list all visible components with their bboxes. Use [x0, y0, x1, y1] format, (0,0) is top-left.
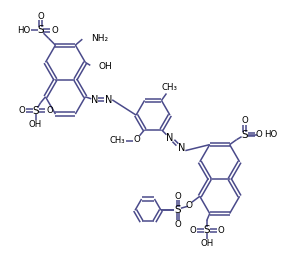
Text: O: O: [133, 135, 140, 144]
Text: S: S: [203, 225, 210, 236]
Text: HO: HO: [264, 130, 278, 139]
Text: S: S: [241, 130, 248, 140]
Text: S: S: [37, 25, 44, 35]
Text: HO: HO: [17, 26, 30, 35]
Text: O: O: [174, 192, 181, 201]
Text: S: S: [175, 205, 181, 215]
Text: N: N: [91, 95, 98, 105]
Text: O: O: [255, 130, 262, 139]
Text: N: N: [178, 143, 185, 153]
Text: O: O: [37, 12, 44, 21]
Text: NH₂: NH₂: [91, 34, 108, 43]
Text: N: N: [105, 95, 112, 105]
Text: N: N: [166, 133, 173, 143]
Text: O: O: [18, 106, 25, 115]
Text: S: S: [32, 106, 39, 116]
Text: O: O: [241, 116, 248, 125]
Text: O: O: [51, 26, 58, 35]
Text: O: O: [217, 226, 224, 235]
Text: CH₃: CH₃: [110, 136, 125, 145]
Text: OH: OH: [200, 239, 213, 248]
Text: O: O: [189, 226, 196, 235]
Text: O: O: [174, 220, 181, 229]
Text: CH₃: CH₃: [162, 83, 177, 92]
Text: O: O: [46, 106, 53, 115]
Text: O: O: [185, 201, 192, 210]
Text: OH: OH: [29, 120, 42, 129]
Text: OH: OH: [98, 62, 112, 71]
